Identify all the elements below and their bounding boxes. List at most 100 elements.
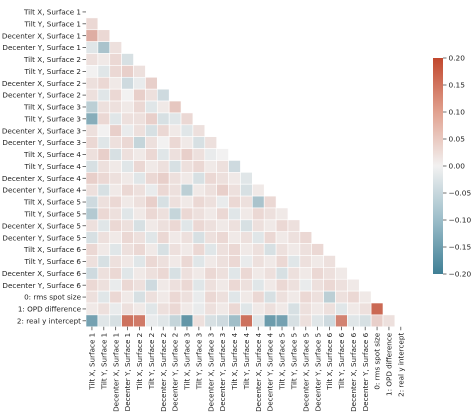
x-tick-label: Decenter X, Surface 4 [254,332,263,412]
heatmap-cell [180,243,194,256]
heatmap-cell [228,172,241,185]
heatmap-cell [109,267,122,280]
heatmap-cell [85,195,99,209]
heatmap-cell [180,314,194,328]
heatmap-cell [121,88,134,102]
heatmap-cell [216,183,229,197]
heatmap-cell [335,302,348,316]
heatmap-cell [204,290,217,304]
heatmap-cell [121,124,134,137]
heatmap-cell [156,183,170,197]
heatmap-cell [109,100,122,114]
heatmap-cell [109,53,122,66]
heatmap-cell [97,172,111,185]
heatmap-cell [192,195,206,209]
y-tick-label: Tilt Y, Surface 5 [24,210,81,219]
heatmap-cell [133,76,146,90]
heatmap-cell [228,243,241,256]
heatmap-cell [228,219,241,233]
heatmap-cell [192,148,206,161]
x-tick-label: Decenter Y, Surface 5 [313,333,322,412]
heatmap-cell [192,124,206,137]
heatmap-cell [145,76,158,90]
heatmap-cell [180,267,194,280]
heatmap-cell [275,207,289,221]
heatmap-cell [109,41,122,54]
y-tick-label: Decenter Y, Surface 2 [2,91,81,100]
heatmap-cell [252,302,265,316]
heatmap-cell [156,195,170,209]
heatmap-cell [145,160,158,173]
heatmap-cell [145,88,158,102]
x-tick-label: Tilt X, Surface 3 [183,333,192,391]
heatmap-cell [109,278,122,292]
x-tick-label: Decenter Y, Surface 1 [123,333,132,412]
heatmap-cell [370,314,384,328]
heatmap-cell [168,267,182,280]
heatmap-cell [121,160,134,173]
heatmap-cell [156,100,170,114]
heatmap-cell [168,136,182,149]
heatmap-cell [97,255,111,268]
heatmap-cell [323,255,336,268]
heatmap-cell [85,65,99,78]
heatmap-cell [145,231,158,244]
heatmap-cell [109,302,122,316]
heatmap-cell [180,124,194,137]
heatmap-cell [204,314,217,328]
heatmap-cell [85,231,99,244]
heatmap-cell [192,172,206,185]
heatmap-cell [240,231,253,244]
heatmap-cell [263,207,277,221]
heatmap-cell [323,278,336,292]
heatmap-cell [263,278,277,292]
heatmap-cell [287,290,301,304]
heatmap-cell [275,231,289,244]
heatmap-cell [382,314,396,328]
heatmap-cell [97,136,111,149]
heatmap-cell [287,231,301,244]
heatmap-cell [228,314,241,328]
heatmap-cell [299,302,313,316]
heatmap-cell [299,243,313,256]
heatmap-cell [192,243,206,256]
heatmap-cell [168,183,182,197]
heatmap-cell [275,267,289,280]
heatmap-cell [180,278,194,292]
heatmap-cell [204,267,217,280]
heatmap-cell [97,53,111,66]
heatmap-cell [156,112,170,126]
colorbar-tick-label: −0.10 [449,216,472,225]
heatmap-cell [311,278,324,292]
heatmap-cell [192,231,206,244]
heatmap-cell [85,278,99,292]
heatmap-cell [121,255,134,268]
x-tick-label: Tilt Y, Surface 5 [290,333,299,390]
heatmap-cell [192,219,206,233]
heatmap-cell [204,183,217,197]
heatmap-cell [240,267,253,280]
heatmap-cell [263,290,277,304]
heatmap-cell [156,302,170,316]
heatmap-cell [109,195,122,209]
heatmap-cell [252,243,265,256]
heatmap-cell [216,290,229,304]
heatmap-cell [287,267,301,280]
heatmap-cell [85,76,99,90]
heatmap-cell [263,231,277,244]
heatmap-cell [97,195,111,209]
heatmap-cell [204,231,217,244]
heatmap-cell [145,255,158,268]
heatmap-cell [168,112,182,126]
heatmap-cell [121,231,134,244]
heatmap-cell [192,267,206,280]
heatmap-cell [156,255,170,268]
heatmap-cell [192,278,206,292]
heatmap-cell [228,267,241,280]
heatmap-cell [240,314,253,328]
heatmap-cell [97,183,111,197]
heatmap-cell [299,267,313,280]
x-tick-label: Decenter X, Surface 3 [206,333,215,412]
heatmap-cell [85,124,99,137]
heatmap-cell [168,278,182,292]
